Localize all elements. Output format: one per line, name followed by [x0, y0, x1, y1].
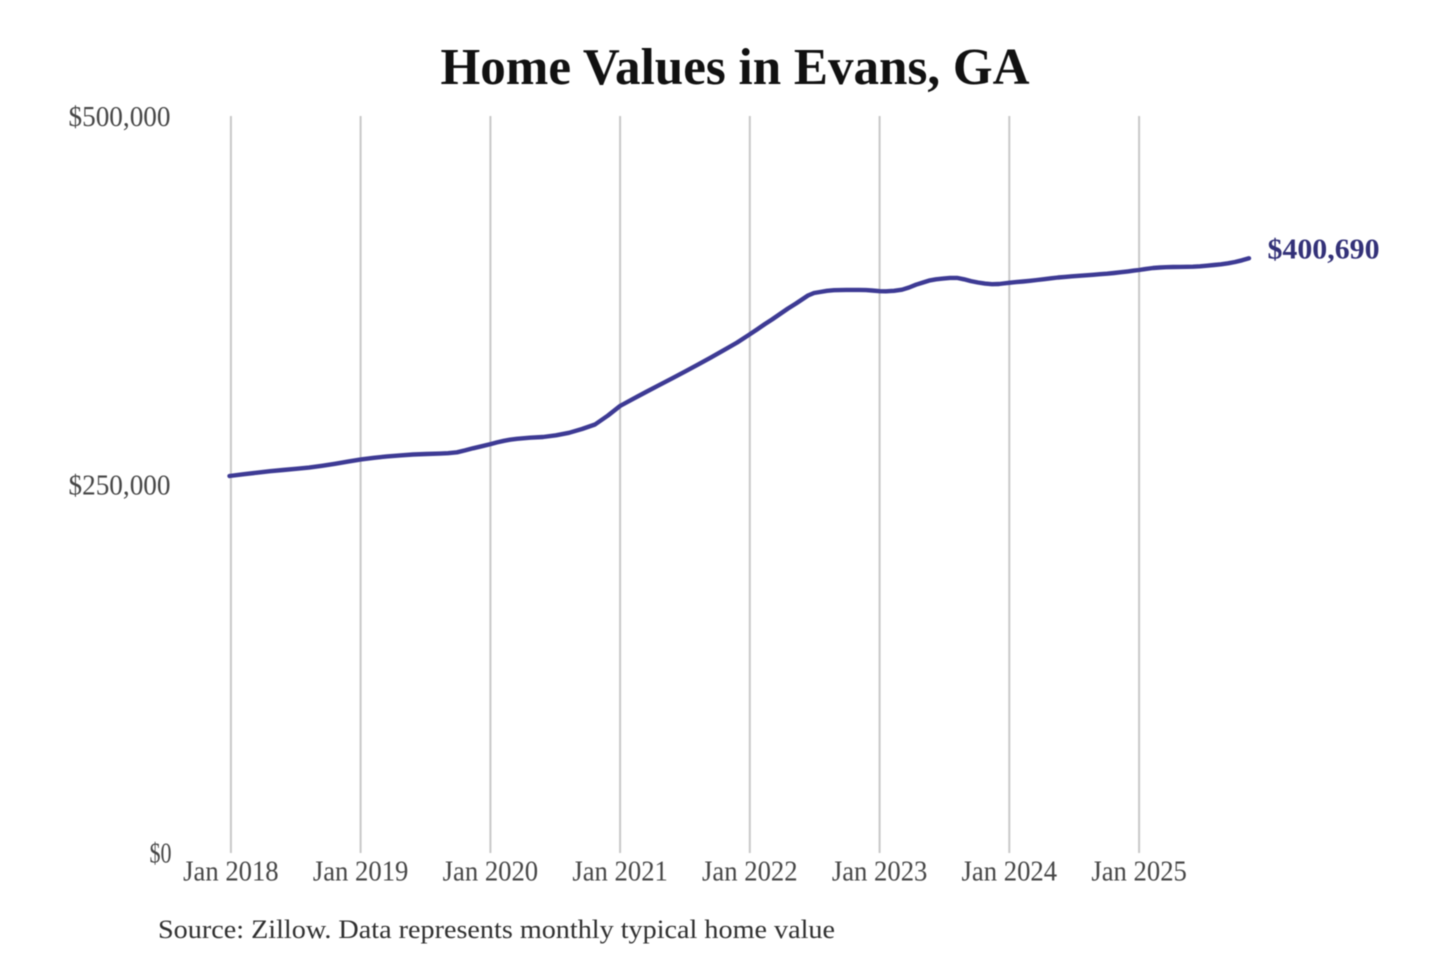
svg-text:Jan 2019: Jan 2019 — [313, 857, 409, 888]
svg-text:Jan 2023: Jan 2023 — [832, 857, 928, 888]
svg-text:$500,000: $500,000 — [69, 102, 171, 133]
svg-text:Jan 2021: Jan 2021 — [572, 857, 668, 888]
svg-text:Jan 2020: Jan 2020 — [443, 857, 539, 888]
svg-text:Jan 2022: Jan 2022 — [702, 857, 798, 888]
svg-text:Jan 2018: Jan 2018 — [183, 857, 279, 888]
svg-text:Jan 2025: Jan 2025 — [1091, 857, 1187, 888]
svg-text:Home Values in Evans, GA: Home Values in Evans, GA — [441, 39, 1030, 96]
svg-text:$250,000: $250,000 — [69, 470, 171, 501]
svg-text:Source: Zillow. Data represent: Source: Zillow. Data represents monthly … — [158, 915, 835, 944]
svg-text:Jan 2024: Jan 2024 — [962, 857, 1058, 888]
svg-text:$400,690: $400,690 — [1268, 235, 1380, 266]
svg-text:$0: $0 — [150, 839, 172, 870]
